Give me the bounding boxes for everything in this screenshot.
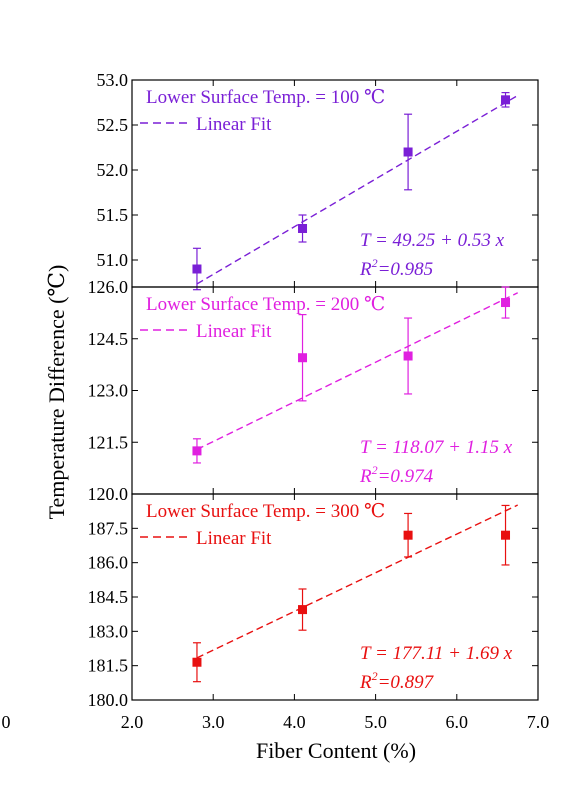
data-point	[298, 224, 308, 233]
r2-value: =0.985	[378, 259, 434, 280]
y-tick-label: 124.5	[88, 329, 129, 349]
data-point	[501, 530, 511, 540]
r2-value: =0.974	[378, 466, 434, 487]
y-tick-label: 187.5	[88, 518, 129, 538]
r2-prefix: R	[359, 466, 372, 487]
y-tick-label: 53.0	[97, 70, 129, 90]
panel-3: 180.0 181.5 183.0 184.5 186.0 187.5 Lower Surf…	[88, 493, 539, 710]
panel-1: 51.0 51.5 52.0 52.5 53.0 Lower Surface Temp. …	[97, 70, 539, 291]
panel-frame	[131, 286, 539, 495]
fit-r-squared: R2=0.897	[359, 669, 435, 693]
fit-r-squared: R2=0.985	[359, 256, 433, 280]
legend-series-label: Lower Surface Temp. = 100 ℃	[146, 87, 385, 108]
data-point	[298, 605, 308, 615]
data-point	[192, 657, 202, 667]
y-tick-label: 120.0	[88, 484, 129, 504]
fit-equation: T = 118.07 + 1.15 x	[360, 437, 513, 458]
x-tick-label: 3.0	[202, 712, 225, 732]
y-tick-label: 52.0	[97, 160, 129, 180]
x-tick-label: 2.0	[121, 712, 144, 732]
y-tick-label: 51.0	[97, 250, 129, 270]
panel-2: 120.0 121.5 123.0 124.5 126.0 Lower Surface T…	[88, 277, 539, 504]
y-tick-label: 121.5	[88, 432, 129, 452]
x-tick-label: 4.0	[283, 712, 306, 732]
y-tick-label: 126.0	[88, 277, 129, 297]
y-tick-label: 51.5	[97, 205, 129, 225]
stray-tick-label: 0	[2, 712, 11, 732]
data-point	[501, 298, 511, 308]
data-point	[403, 530, 413, 540]
x-axis-label: Fiber Content (%)	[256, 738, 416, 763]
y-tick-label: 180.0	[88, 690, 129, 710]
fit-equation: T = 177.11 + 1.69 x	[360, 643, 513, 664]
y-tick-label: 183.0	[88, 621, 129, 641]
legend-fit-label: Linear Fit	[196, 321, 272, 342]
y-axis-label: Temperature Difference (℃)	[44, 265, 69, 520]
legend-series-label: Lower Surface Temp. = 200 ℃	[146, 294, 385, 315]
panel-frame	[131, 79, 539, 288]
r2-superscript: 2	[372, 256, 378, 270]
y-tick-label: 123.0	[88, 381, 129, 401]
fit-line	[196, 292, 519, 451]
r2-superscript: 2	[372, 463, 378, 477]
y-tick-label: 184.5	[88, 587, 129, 607]
y-tick-label: 186.0	[88, 553, 129, 573]
legend-fit-label: Linear Fit	[196, 528, 272, 549]
x-tick-label: 6.0	[446, 712, 469, 732]
r2-prefix: R	[359, 672, 372, 693]
fit-line	[196, 94, 519, 285]
fit-equation: T = 49.25 + 0.53 x	[360, 230, 505, 251]
fit-line	[196, 504, 519, 659]
r2-prefix: R	[359, 259, 372, 280]
y-tick-label: 52.5	[97, 115, 129, 135]
data-point	[298, 353, 308, 363]
x-tick-label: 7.0	[527, 712, 550, 732]
data-point	[192, 446, 202, 456]
r2-superscript: 2	[372, 669, 378, 683]
legend-fit-label: Linear Fit	[196, 114, 272, 135]
data-point	[403, 351, 413, 361]
data-point	[192, 264, 202, 274]
legend-series-label: Lower Surface Temp. = 300 ℃	[146, 501, 385, 522]
data-point	[403, 147, 413, 157]
r2-value: =0.897	[378, 672, 435, 693]
y-tick-label: 181.5	[88, 656, 129, 676]
x-tick-label: 5.0	[364, 712, 387, 732]
fit-r-squared: R2=0.974	[359, 463, 434, 487]
data-point	[501, 95, 511, 105]
